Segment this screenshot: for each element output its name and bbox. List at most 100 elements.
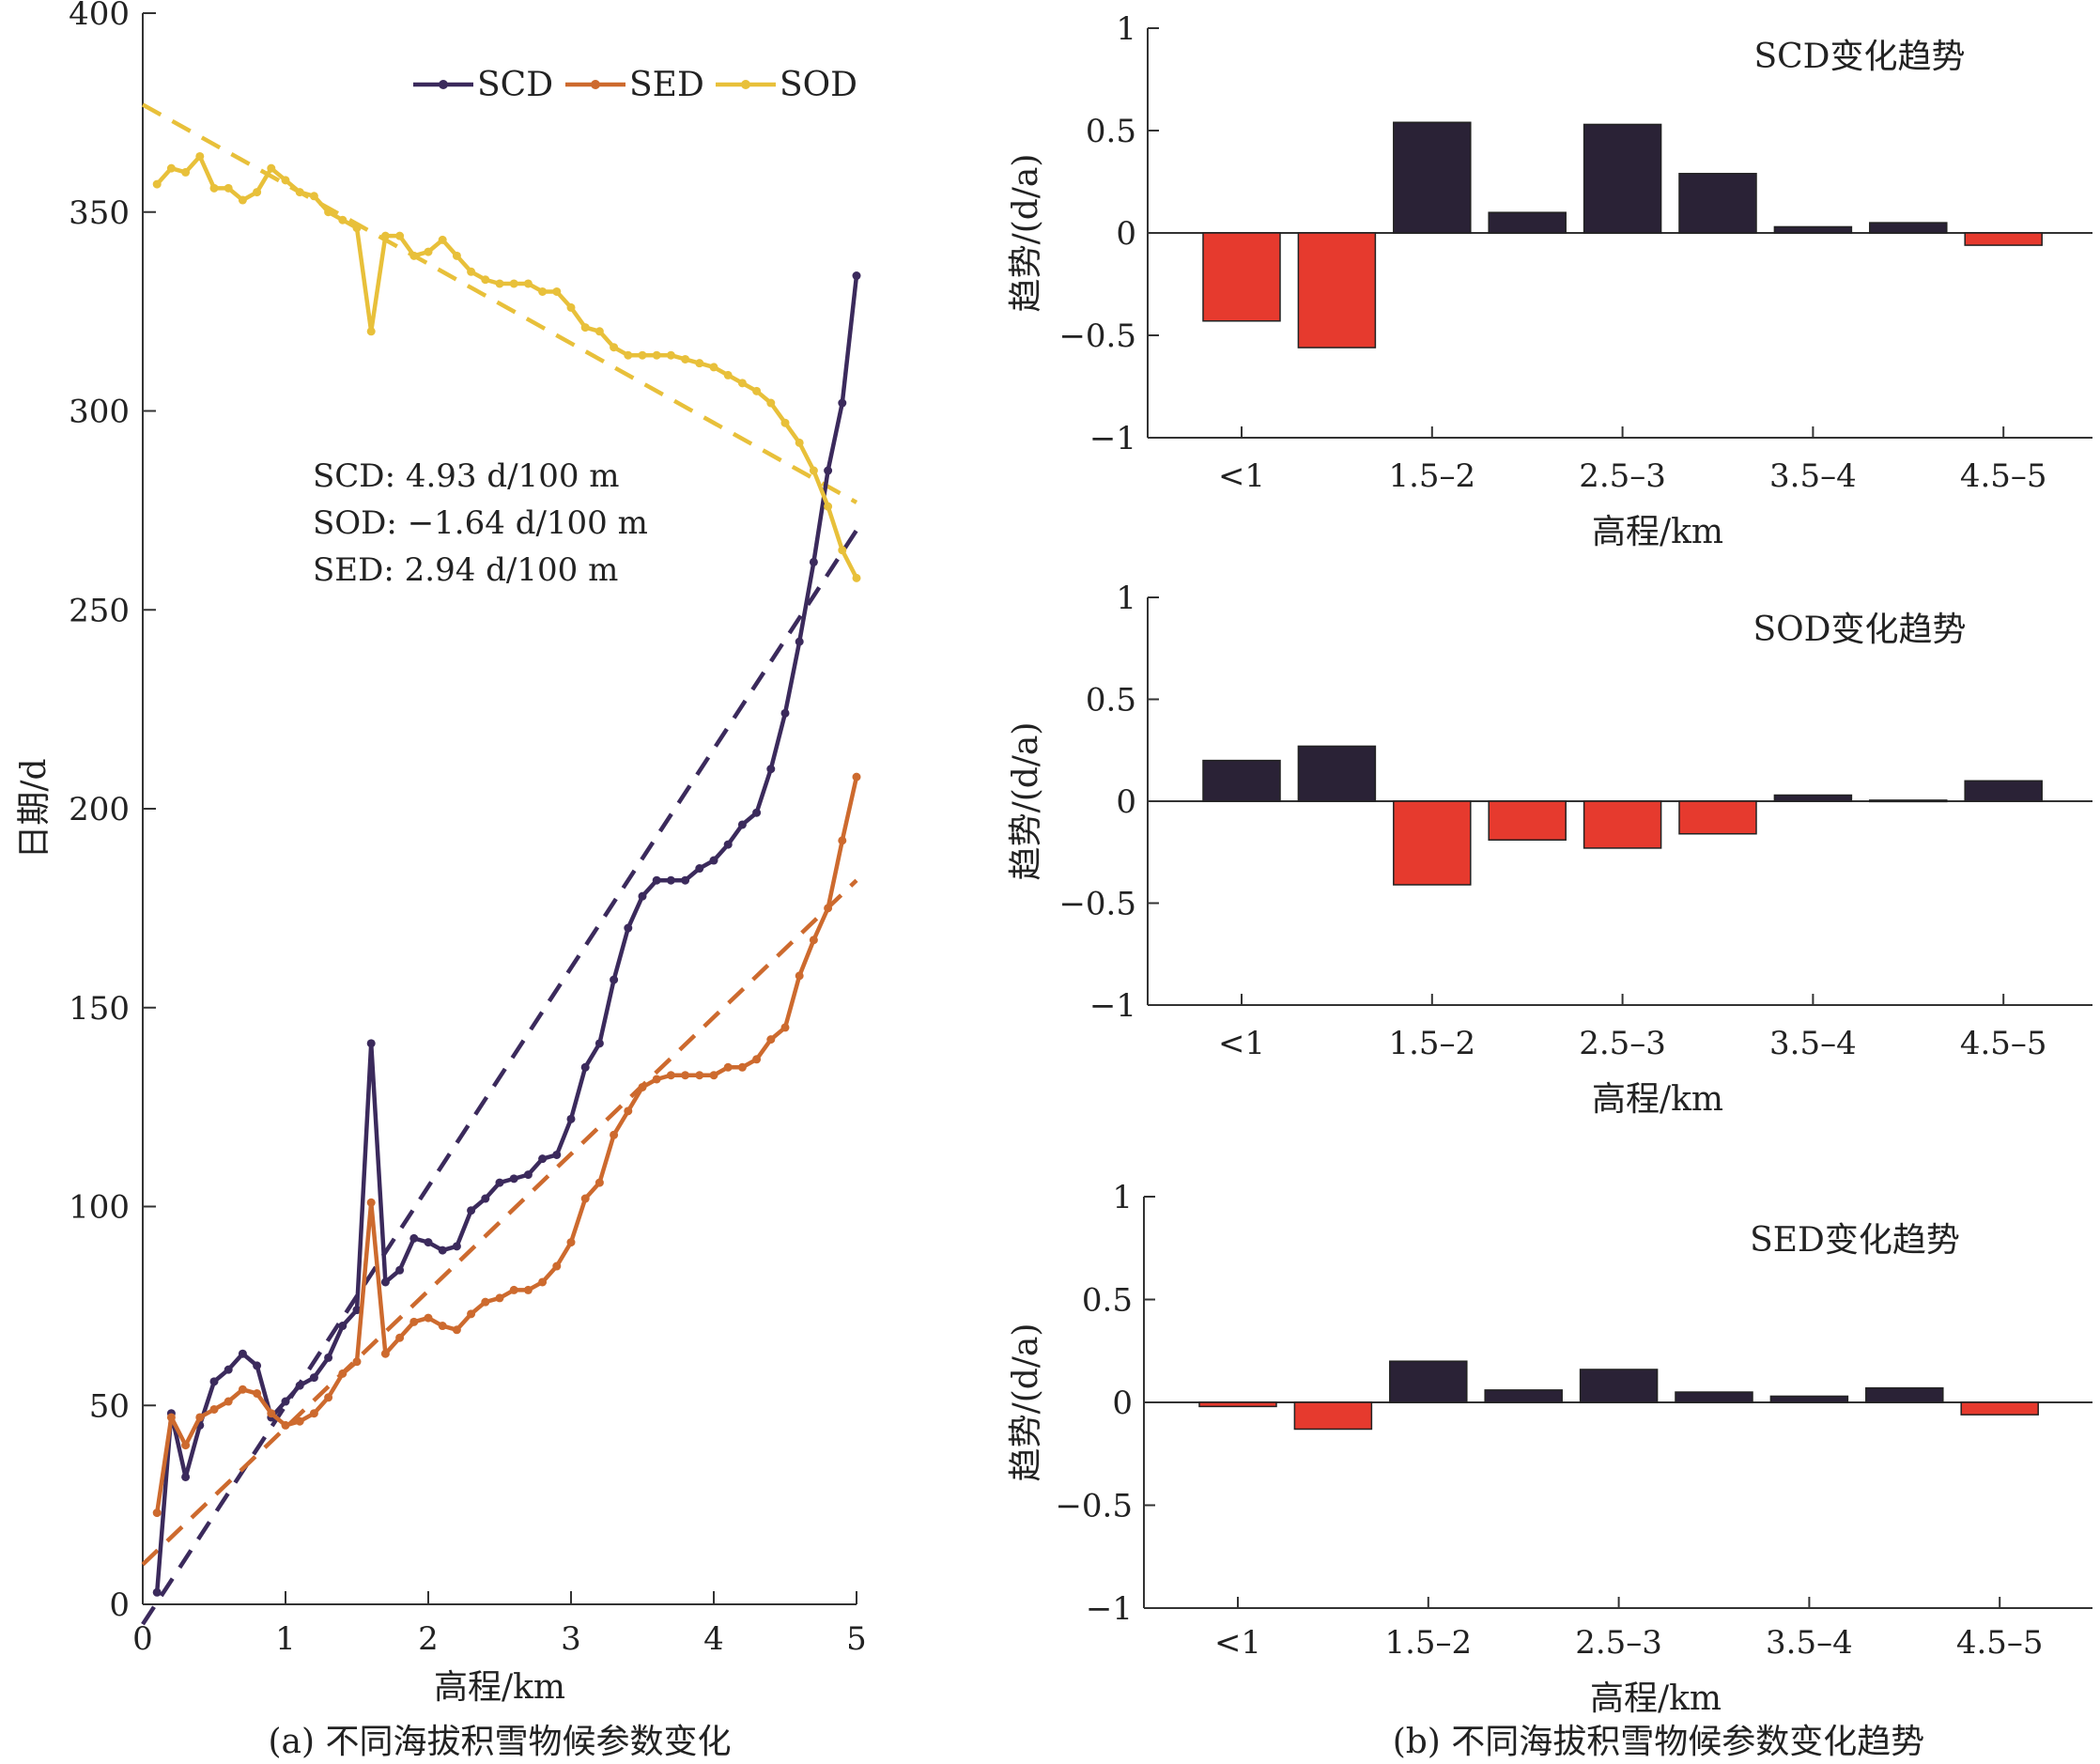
data-point-sed — [281, 1420, 290, 1430]
data-point-sod — [523, 279, 533, 288]
data-point-scd — [152, 1587, 162, 1597]
trend-annotation: SOD: −1.64 d/100 m — [313, 504, 648, 542]
y-tick-label: −1 — [1089, 420, 1136, 457]
data-point-sed — [523, 1285, 533, 1294]
x-tick-label: 2.5–3 — [1579, 457, 1666, 495]
data-point-sed — [166, 1413, 176, 1422]
trend-line-scd — [141, 529, 858, 1626]
data-point-scd — [852, 271, 861, 281]
bar — [1583, 800, 1662, 849]
data-point-sod — [795, 438, 804, 447]
data-point-scd — [566, 1114, 576, 1123]
data-point-scd — [209, 1377, 219, 1386]
y-tick-label: 0.5 — [1086, 682, 1136, 720]
data-point-sod — [409, 251, 419, 260]
data-point-sod — [780, 418, 790, 427]
panel-title: SCD变化趋势 — [1753, 38, 1965, 76]
legend-marker-scd — [439, 80, 448, 89]
data-point-scd — [523, 1170, 533, 1180]
data-point-sod — [152, 179, 162, 189]
data-point-sod — [566, 302, 576, 312]
data-point-sed — [824, 904, 833, 913]
data-point-sed — [780, 1023, 790, 1032]
y-tick-label: −1 — [1086, 1590, 1133, 1628]
bar — [1773, 794, 1853, 802]
elevation-line-chart: 0 50 100 150 200 250 300 350 400 0 1 2 3 4 5 高程/km 日期/d (… — [15, 0, 867, 1761]
y-tick-label: 250 — [69, 592, 130, 629]
data-point-sod — [824, 502, 833, 511]
y-tick-label: 400 — [69, 0, 130, 33]
data-point-sed — [795, 971, 804, 981]
data-point-scd — [309, 1373, 318, 1383]
data-point-sed — [209, 1404, 219, 1414]
data-point-scd — [509, 1174, 518, 1184]
data-point-sed — [195, 1413, 205, 1422]
data-point-sod — [424, 247, 433, 256]
bar — [1389, 1360, 1468, 1403]
data-point-sed — [424, 1313, 433, 1323]
data-point-scd — [352, 1306, 362, 1315]
data-point-scd — [780, 708, 790, 718]
y-tick-label: 0 — [1116, 783, 1136, 821]
data-point-scd — [366, 1039, 376, 1048]
y-axis-title: 趋势/(d/a) — [1007, 1323, 1045, 1482]
data-point-scd — [495, 1178, 504, 1187]
y-tick-label: 1 — [1112, 1179, 1133, 1216]
series-line-sed — [154, 776, 859, 1513]
bar — [1198, 1401, 1277, 1408]
data-point-sed — [380, 1349, 390, 1358]
data-point-sed — [238, 1385, 247, 1394]
x-tick-label: 1 — [275, 1620, 296, 1658]
x-axis-title: 高程/km — [434, 1668, 565, 1707]
data-point-sed — [624, 1106, 633, 1116]
data-point-sed — [566, 1238, 576, 1247]
data-point-sed — [610, 1130, 619, 1139]
y-tick-label: 0 — [109, 1586, 130, 1624]
bar — [1964, 232, 2043, 246]
x-tick-label: <1 — [1218, 1025, 1265, 1062]
data-point-scd — [253, 1361, 262, 1370]
x-axis-title: 高程/km — [1592, 513, 1723, 551]
x-tick-label: 4.5–5 — [1960, 457, 2047, 495]
y-axis-title: 趋势/(d/a) — [1007, 722, 1045, 881]
y-tick-label: −1 — [1089, 987, 1136, 1025]
data-point-scd — [295, 1381, 304, 1390]
data-point-sed — [638, 1082, 647, 1091]
data-point-scd — [324, 1353, 333, 1362]
legend-marker-sed — [591, 80, 600, 89]
data-point-sod — [737, 379, 747, 388]
y-tick-label: −0.5 — [1058, 886, 1136, 923]
bar — [1583, 123, 1662, 234]
bar — [1869, 222, 1948, 234]
data-point-scd — [695, 864, 704, 874]
data-point-scd — [652, 875, 661, 885]
data-point-sod — [395, 231, 405, 240]
data-point-sed — [224, 1397, 233, 1406]
data-point-sod — [509, 279, 518, 288]
y-tick-label: 150 — [69, 990, 130, 1028]
bar — [1393, 800, 1472, 886]
data-point-scd — [809, 557, 818, 566]
data-point-sod — [624, 350, 633, 360]
x-axis-title: 高程/km — [1590, 1679, 1722, 1718]
bar — [1678, 800, 1757, 835]
data-point-sed — [594, 1178, 604, 1187]
x-axis-title: 高程/km — [1592, 1080, 1723, 1119]
data-point-scd — [766, 765, 776, 774]
bar — [1488, 800, 1567, 841]
data-point-sod — [366, 327, 376, 336]
data-point-sed — [452, 1325, 461, 1335]
data-point-scd — [681, 875, 690, 885]
bar — [1675, 1391, 1753, 1403]
y-tick-label: 200 — [69, 791, 130, 828]
data-point-sed — [538, 1277, 548, 1287]
data-point-scd — [610, 975, 619, 984]
x-tick-label: 4.5–5 — [1956, 1624, 2044, 1662]
y-tick-label: 0.5 — [1086, 113, 1136, 150]
x-tick-label: 1.5–2 — [1388, 457, 1475, 495]
bar — [1964, 780, 2043, 802]
x-tick-label: <1 — [1214, 1624, 1261, 1662]
trend-line-sed — [141, 878, 858, 1567]
data-point-sed — [709, 1071, 718, 1080]
